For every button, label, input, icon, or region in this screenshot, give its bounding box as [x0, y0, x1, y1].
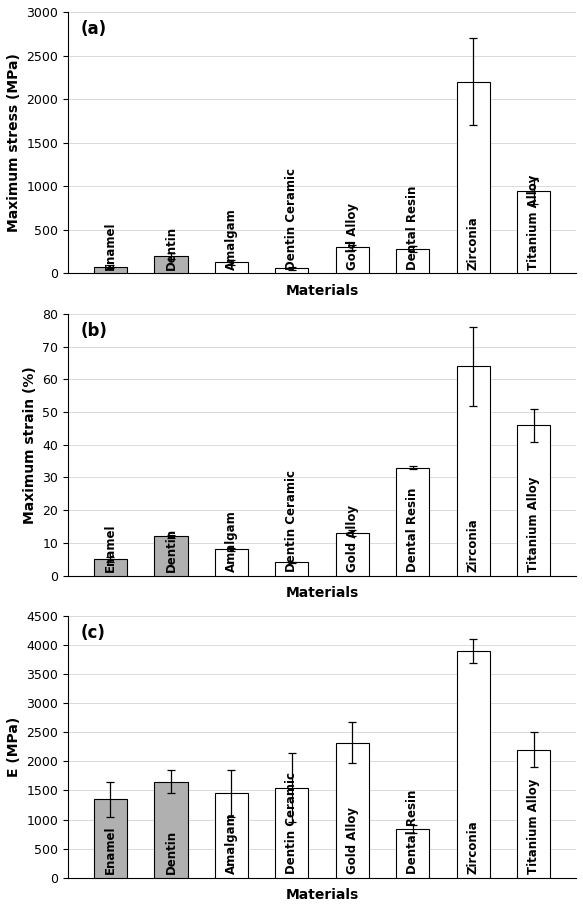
Bar [336, 533, 369, 575]
Bar [456, 366, 490, 575]
Text: Dentin Ceramic: Dentin Ceramic [285, 167, 298, 270]
Text: Amalgam: Amalgam [225, 812, 238, 874]
Y-axis label: Maximum strain (%): Maximum strain (%) [23, 366, 37, 524]
Text: Dental Resin: Dental Resin [406, 487, 419, 572]
Bar [456, 651, 490, 877]
Text: Titanium Alloy: Titanium Alloy [527, 778, 540, 874]
Bar [336, 247, 369, 274]
Bar [215, 794, 248, 877]
Text: Dental Resin: Dental Resin [406, 789, 419, 874]
Text: Titanium Alloy: Titanium Alloy [527, 175, 540, 270]
Text: Zirconia: Zirconia [467, 820, 480, 874]
Bar [94, 559, 127, 575]
Text: Dentin: Dentin [164, 225, 177, 270]
Text: Gold Alloy: Gold Alloy [346, 806, 359, 874]
Text: Dentin Ceramic: Dentin Ceramic [285, 470, 298, 572]
Bar [336, 743, 369, 877]
Text: Dental Resin: Dental Resin [406, 185, 419, 270]
X-axis label: Materials: Materials [286, 284, 359, 298]
Bar [456, 82, 490, 274]
Text: Dentin: Dentin [164, 830, 177, 874]
Bar [396, 249, 430, 274]
Text: Gold Alloy: Gold Alloy [346, 203, 359, 270]
Y-axis label: E (MPa): E (MPa) [7, 716, 21, 777]
Bar [275, 787, 308, 877]
Text: Dentin Ceramic: Dentin Ceramic [285, 772, 298, 874]
Bar [94, 799, 127, 877]
Text: Zirconia: Zirconia [467, 215, 480, 270]
Bar [517, 750, 550, 877]
Bar [275, 563, 308, 575]
Bar [154, 256, 188, 274]
Text: Titanium Alloy: Titanium Alloy [527, 476, 540, 572]
X-axis label: Materials: Materials [286, 888, 359, 902]
Bar [154, 536, 188, 575]
Text: Enamel: Enamel [104, 221, 117, 270]
Text: Dentin: Dentin [164, 527, 177, 572]
Text: Enamel: Enamel [104, 524, 117, 572]
Bar [215, 262, 248, 274]
Bar [396, 467, 430, 575]
Text: Enamel: Enamel [104, 825, 117, 874]
Text: Amalgam: Amalgam [225, 510, 238, 572]
Text: Zirconia: Zirconia [467, 518, 480, 572]
Bar [517, 191, 550, 274]
Text: Amalgam: Amalgam [225, 208, 238, 270]
Y-axis label: Maximum stress (MPa): Maximum stress (MPa) [7, 54, 21, 232]
Text: (b): (b) [81, 322, 108, 340]
Text: (c): (c) [81, 624, 106, 642]
Bar [154, 782, 188, 877]
X-axis label: Materials: Materials [286, 586, 359, 600]
Bar [94, 266, 127, 274]
Text: Gold Alloy: Gold Alloy [346, 504, 359, 572]
Bar [396, 829, 430, 877]
Bar [517, 425, 550, 575]
Bar [275, 268, 308, 274]
Text: (a): (a) [81, 20, 107, 38]
Bar [215, 549, 248, 575]
